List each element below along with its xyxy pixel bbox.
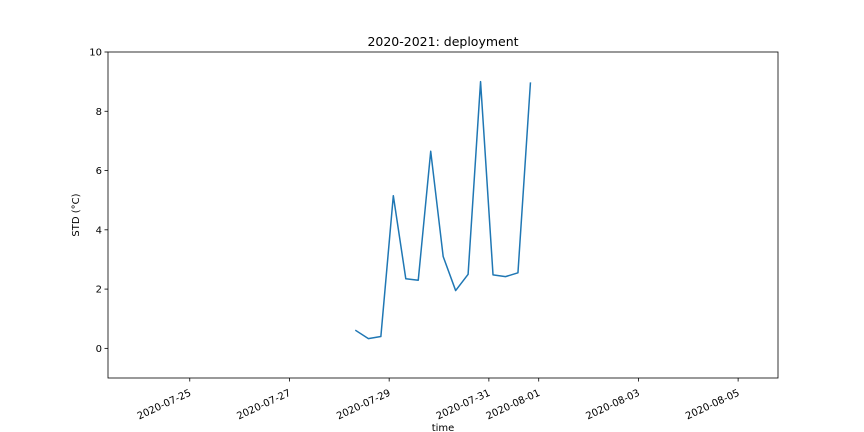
- x-tick-label: 2020-08-05: [684, 388, 741, 423]
- series-line-1: [354, 80, 532, 340]
- y-tick-label: 4: [96, 225, 102, 236]
- y-tick-label: 8: [96, 107, 102, 118]
- y-tick-label: 0: [96, 344, 102, 355]
- x-tick-label: 2020-07-27: [235, 388, 292, 423]
- series-layer: [354, 80, 532, 340]
- x-tick-label: 2020-08-01: [485, 388, 542, 423]
- x-axis-label: time: [432, 423, 455, 432]
- y-tick-label: 2: [96, 285, 102, 296]
- y-tick-label: 6: [96, 166, 102, 177]
- x-tick-label: 2020-07-29: [335, 388, 392, 423]
- x-tick-label: 2020-08-03: [584, 388, 641, 423]
- chart-title: 2020-2021: deployment: [367, 34, 518, 49]
- x-axis-ticks: 2020-07-25 2020-07-27 2020-07-29 2020-07-31…: [136, 378, 741, 423]
- y-axis-ticks: 0 2 4 6 8 10: [89, 48, 108, 355]
- x-tick-label: 2020-07-25: [136, 388, 193, 423]
- plot-area: [108, 52, 778, 378]
- plot-frame: [107, 51, 779, 379]
- y-axis-label: STD (°C): [71, 193, 82, 236]
- y-tick-label: 10: [89, 48, 102, 59]
- x-tick-label: 2020-07-31: [435, 388, 492, 423]
